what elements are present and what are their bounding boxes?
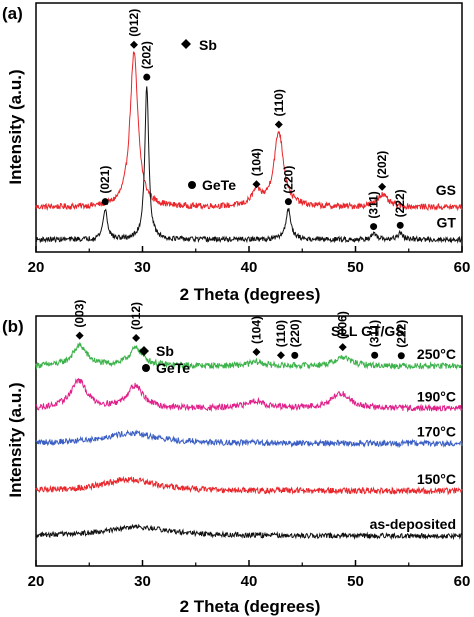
x-tick-label: 30 (134, 259, 151, 276)
series-line (35, 86, 463, 244)
circle-marker (284, 198, 292, 206)
series-label: 250°C (417, 346, 456, 362)
x-tick-label: 50 (347, 259, 364, 276)
panel-a-ticks: 20 30 40 50 60 (28, 246, 471, 276)
panel-a: (a) GS (012) (104) (110) (202) GT (021) (202) (2… (2, 2, 471, 304)
circle-marker (397, 352, 405, 360)
sb-diamond-marker (181, 39, 191, 49)
circle-marker (371, 351, 379, 359)
panel-b-marker-layer: 250°C 190°C 170°C 150°C as-deposited (003) (01… (73, 300, 456, 532)
diamond-marker (75, 331, 84, 340)
series-label: 190°C (417, 389, 456, 405)
gete-circle-marker (142, 364, 150, 372)
hkl-label: (110) (274, 320, 288, 347)
x-tick-label: 20 (28, 259, 45, 276)
legend-sb-label: Sb (156, 343, 174, 359)
panel-a-label: (a) (2, 4, 23, 23)
series-label: GS (436, 182, 456, 198)
circle-marker (101, 198, 109, 206)
hkl-label: (003) (73, 300, 87, 328)
panel-a-xlabel: 2 Theta (degrees) (180, 285, 321, 304)
x-tick-label: 50 (347, 573, 364, 590)
legend-gete-label: GeTe (202, 177, 236, 193)
gete-circle-marker (188, 181, 196, 189)
panel-b-ticks: 20 30 40 50 60 (28, 560, 471, 590)
panel-a-ylabel: Intensity (a.u.) (6, 69, 25, 184)
panel-a-legend: Sb GeTe (181, 37, 236, 193)
panel-b-series-layer (35, 341, 463, 541)
diamond-marker (274, 120, 283, 129)
hkl-label: (222) (394, 320, 408, 348)
hkl-label: (311) (368, 320, 382, 347)
diamond-marker (252, 348, 261, 357)
series-line (35, 341, 463, 370)
series-label: 150°C (417, 471, 456, 487)
hkl-label: (012) (127, 9, 141, 37)
legend-sb-label: Sb (199, 37, 217, 53)
circle-marker (370, 223, 378, 231)
series-label: as-deposited (370, 516, 456, 532)
x-tick-label: 60 (454, 573, 471, 590)
sb-diamond-marker (139, 346, 149, 356)
circle-marker (291, 351, 299, 359)
hkl-label: (220) (281, 166, 295, 194)
hkl-label: (110) (272, 89, 286, 116)
x-tick-label: 40 (241, 259, 258, 276)
diamond-marker (132, 334, 141, 343)
panel-b-xlabel: 2 Theta (degrees) (180, 597, 321, 616)
diamond-marker (338, 343, 347, 352)
circle-marker (396, 221, 404, 229)
panel-a-marker-layer: GS (012) (104) (110) (202) GT (021) (202) (220) (… (98, 9, 456, 231)
panel-b-title: SLL GT/GS (331, 323, 405, 339)
hkl-label: (021) (98, 166, 112, 194)
x-tick-label: 20 (28, 573, 45, 590)
series-line (35, 429, 463, 449)
hkl-label: (104) (249, 148, 263, 176)
hkl-label: (222) (393, 189, 407, 217)
panel-b-legend: Sb GeTe (139, 343, 190, 376)
x-tick-label: 60 (454, 259, 471, 276)
panel-b: (b) 250°C 190°C 170°C 150°C as-deposited (003… (2, 300, 470, 616)
series-line (35, 378, 463, 413)
diamond-marker (252, 180, 261, 189)
series-label: 170°C (417, 424, 456, 440)
circle-marker (143, 73, 151, 81)
panel-b-label: (b) (2, 317, 24, 336)
diamond-marker (129, 40, 138, 49)
diamond-marker (276, 351, 285, 360)
hkl-label: (012) (129, 302, 143, 330)
hkl-label: (311) (367, 191, 381, 218)
diamond-marker (378, 182, 387, 191)
hkl-label: (220) (288, 319, 302, 347)
hkl-label: (202) (375, 151, 389, 179)
hkl-label: (006) (336, 311, 350, 339)
panel-b-ylabel: Intensity (a.u.) (6, 382, 25, 497)
series-label: GT (437, 215, 457, 231)
series-line (35, 523, 463, 541)
x-tick-label: 40 (241, 573, 258, 590)
hkl-label: (202) (140, 41, 154, 69)
x-tick-label: 30 (134, 573, 151, 590)
hkl-label: (104) (249, 316, 263, 344)
legend-gete-label: GeTe (156, 360, 190, 376)
series-line (35, 475, 463, 496)
